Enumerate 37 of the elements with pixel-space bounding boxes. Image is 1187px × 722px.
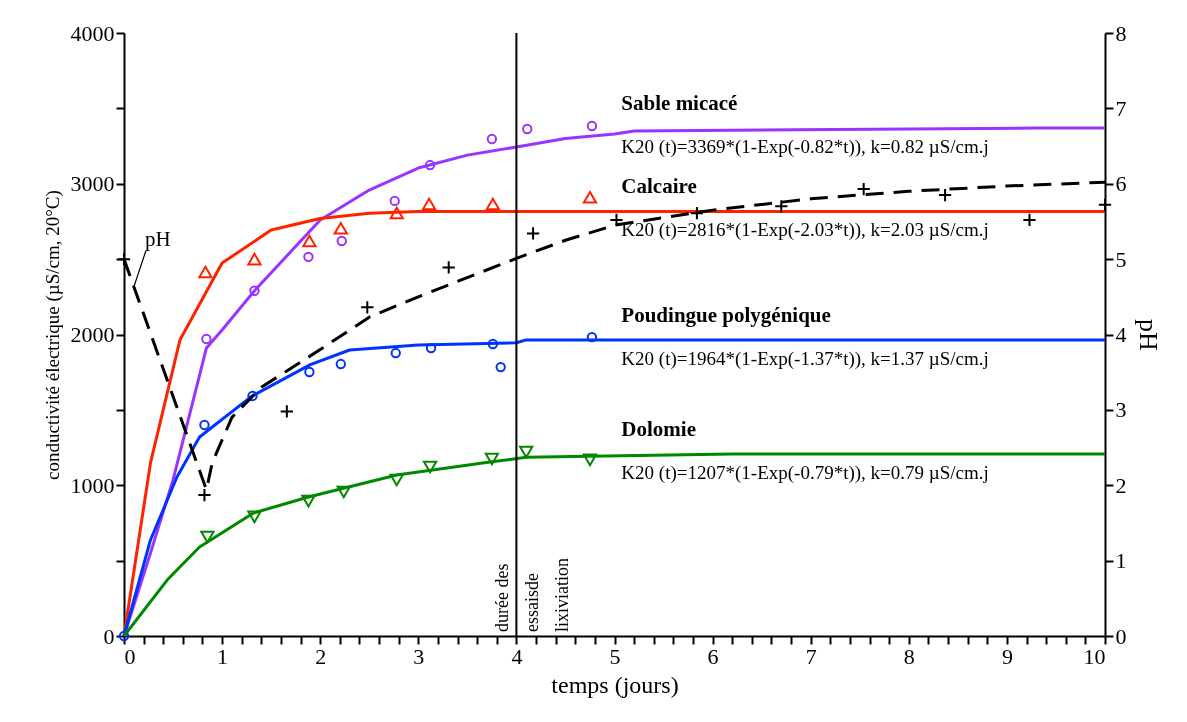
x-tick-label: 7 [805, 643, 817, 669]
y-tick-label: 2000 [70, 322, 115, 347]
y2-tick-label: 5 [1115, 246, 1127, 272]
x-tick-label: 5 [609, 643, 621, 669]
ref-line-label: durée des essaisde lixiviation [492, 558, 573, 632]
series-label: Calcaire [621, 174, 697, 199]
y2-tick-label: 8 [1115, 20, 1127, 46]
y2-tick-label: 3 [1115, 397, 1127, 423]
y-tick-label: 0 [103, 623, 115, 649]
y2-tick-label: 1 [1115, 548, 1127, 574]
x-axis-title: temps (jours) [551, 671, 679, 698]
series-label: Poudingue polygénique [621, 302, 831, 327]
x-tick-label: 8 [903, 643, 915, 669]
y2-axis-title: pH [1133, 319, 1163, 352]
y-tick-label: 4000 [70, 20, 115, 46]
y2-tick-label: 7 [1115, 95, 1127, 121]
series-label: Sable micacé [621, 91, 738, 116]
y2-tick-label: 6 [1115, 171, 1127, 197]
y2-tick-label: 0 [1115, 623, 1127, 649]
y-axis-title: conductivité électrique (µS/cm, 20°C) [41, 190, 64, 480]
annotation: K20 (t)=3369*(1-Exp(-0.82*t)), k=0.82 µS/cm.j [621, 136, 989, 159]
x-tick-label: 4 [511, 643, 523, 669]
annotation: K20 (t)=1207*(1-Exp(-0.79*t)), k=0.79 µS/cm.j [621, 462, 989, 485]
series-label: Dolomie [621, 417, 697, 442]
x-tick-label: 6 [707, 643, 719, 669]
y2-tick-label: 2 [1115, 472, 1127, 498]
x-tick-label: 10 [1083, 643, 1106, 669]
x-tick-label: 2 [315, 643, 327, 669]
x-tick-label: 3 [413, 643, 425, 669]
y-tick-label: 1000 [70, 472, 115, 498]
y-tick-label: 3000 [70, 171, 115, 197]
x-tick-label: 0 [124, 643, 136, 669]
x-tick-label: 9 [1001, 643, 1013, 669]
annotation: K20 (t)=1964*(1-Exp(-1.37*t)), k=1.37 µS/cm.j [621, 347, 989, 370]
x-tick-label: 1 [217, 643, 229, 669]
series-label: pH [145, 226, 171, 251]
y2-tick-label: 4 [1115, 322, 1127, 347]
